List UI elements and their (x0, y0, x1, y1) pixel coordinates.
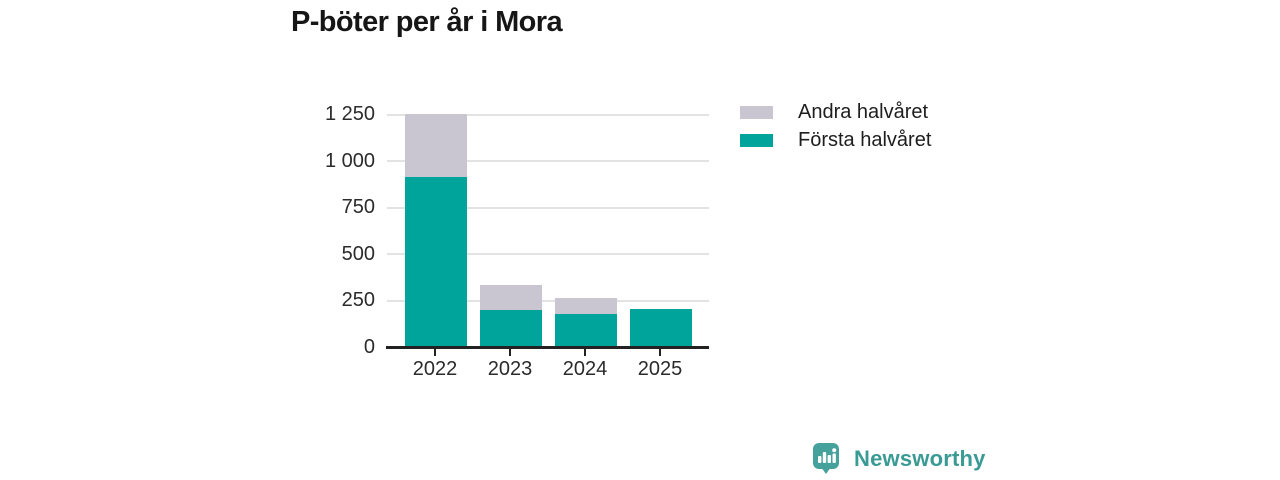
x-tick-label-2022: 2022 (412, 358, 458, 380)
bar-segment-2024-f-rsta-halv-ret (555, 314, 617, 346)
gridline-1250 (387, 114, 709, 116)
gridline-250 (387, 300, 709, 302)
bar-segment-2022-andra-halv-ret (405, 114, 467, 177)
plot-area (387, 114, 709, 346)
bar-group-2022 (405, 114, 467, 346)
legend-label: Andra halvåret (798, 100, 929, 123)
x-tick-2024 (584, 348, 586, 356)
bar-group-2024 (555, 298, 617, 346)
legend-swatch-forsta-halvaret (740, 133, 773, 147)
gridline-500 (387, 253, 709, 255)
bars-layer (387, 114, 709, 346)
y-tick-label-250: 250 (341, 289, 375, 311)
x-tick-2023 (509, 348, 511, 356)
bar-segment-2023-f-rsta-halv-ret (480, 310, 542, 346)
y-tick-label-1250: 1 250 (324, 103, 375, 125)
bar-segment-2022-f-rsta-halv-ret (405, 177, 467, 346)
legend-swatch-andra-halvaret (740, 105, 773, 119)
y-tick-label-1000: 1 000 (324, 150, 375, 172)
bar-segment-2025-f-rsta-halv-ret (630, 309, 692, 346)
gridline-1000 (387, 160, 709, 162)
legend: Andra halvåret Första halvåret (740, 98, 931, 154)
y-tick-label-0: 0 (363, 336, 375, 358)
x-tick-label-2024: 2024 (562, 358, 608, 380)
bar-group-2023 (480, 285, 542, 346)
x-tick-label-2025: 2025 (637, 358, 683, 380)
gridline-750 (387, 207, 709, 209)
x-tick-label-2023: 2023 (487, 358, 533, 380)
chart-title: P-böter per år i Mora (291, 6, 563, 38)
bar-segment-2023-andra-halv-ret (480, 285, 542, 310)
bar-group-2025 (630, 309, 692, 346)
legend-label: Första halvåret (798, 128, 932, 151)
legend-item-forsta-halvaret: Första halvåret (740, 126, 931, 154)
x-axis-line (386, 346, 709, 349)
newsworthy-logo[interactable]: Newsworthy (812, 442, 986, 476)
x-tick-2025 (659, 348, 661, 356)
mini-bar-chart-icon (818, 448, 837, 463)
x-tick-2022 (434, 348, 436, 356)
y-tick-label-500: 500 (341, 243, 375, 265)
speech-bubble-tail (821, 467, 831, 474)
legend-item-andra-halvaret: Andra halvåret (740, 98, 931, 126)
bar-segment-2024-andra-halv-ret (555, 298, 617, 314)
y-tick-label-750: 750 (341, 196, 375, 218)
newsworthy-logo-icon (812, 442, 840, 476)
newsworthy-logo-text: Newsworthy (854, 446, 986, 471)
